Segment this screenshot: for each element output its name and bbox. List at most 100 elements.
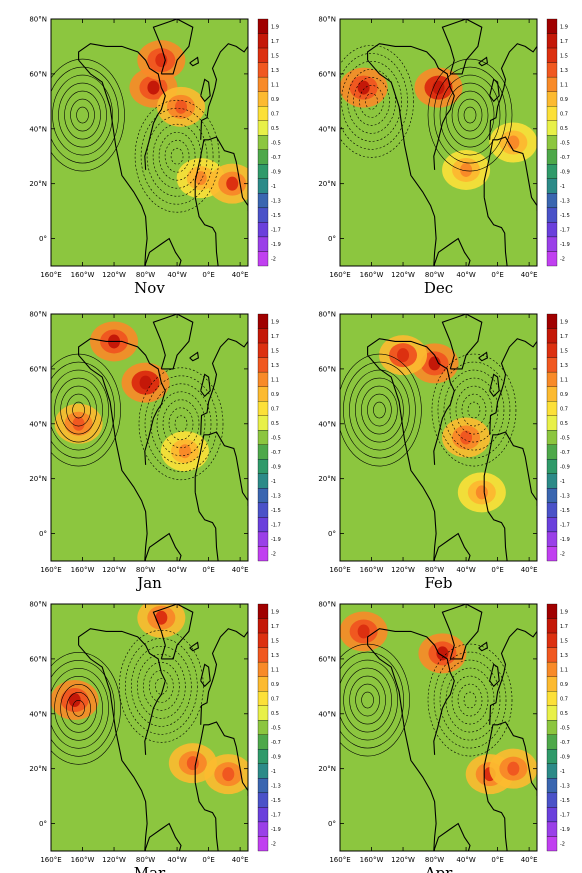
colorbar-label: -0.7	[560, 450, 570, 456]
colorbar-label: 0.7	[271, 111, 279, 117]
colorbar-label: -0.9	[560, 170, 570, 176]
coastline	[441, 604, 483, 660]
contour-negative	[439, 659, 501, 741]
colorbar-swatch	[546, 222, 558, 238]
colorbar-swatch	[257, 415, 269, 431]
contour-negative	[156, 391, 206, 457]
colorbar-swatch	[257, 734, 269, 750]
colorbar-swatch	[546, 76, 558, 92]
coastline	[483, 431, 537, 507]
x-tick-label: 40°W	[167, 856, 186, 864]
colorbar-swatch	[546, 647, 558, 663]
colorbar-swatch	[257, 473, 269, 489]
colorbar: 1.9 1.7 1.5 1.3 1.1 0.9 0.7 0.5 -0.5 -0.7 -0.9 -1 -1…	[546, 18, 570, 267]
x-tick-label: 160°W	[71, 271, 95, 279]
y-tick-label: 60°N	[29, 655, 47, 663]
contour-positive	[349, 675, 386, 725]
contour-positive	[58, 82, 107, 148]
contour-negative	[158, 131, 196, 181]
colorbar-label: 1.9	[271, 609, 279, 615]
colorbar-label: 1.1	[560, 82, 568, 88]
colorbar-swatch	[546, 415, 558, 431]
plot-frame	[339, 603, 538, 852]
coastline	[441, 314, 483, 370]
anomaly-peak	[432, 80, 445, 95]
coastline	[194, 721, 248, 797]
contour-negative	[143, 662, 180, 711]
contour-positive	[349, 369, 410, 451]
colorbar-label: -2	[271, 842, 276, 848]
anomaly-peak	[147, 80, 160, 95]
coastline	[433, 822, 471, 851]
anomaly-peak	[68, 693, 81, 708]
coastline	[489, 628, 537, 725]
contour-positive	[340, 651, 404, 749]
contour-negative	[119, 630, 204, 743]
panel-nov: 160°E 160°W 120°W 80°W 40°W 0°E 40°E 80°N 60°N 40…	[29, 16, 280, 298]
colorbar-label: -1	[560, 184, 565, 190]
anomaly-peak	[72, 416, 85, 431]
contour-positive	[52, 74, 113, 156]
coastline	[194, 136, 248, 212]
x-tick-label: 0°E	[202, 271, 214, 279]
x-tick-label: 0°E	[491, 271, 503, 279]
anomaly-peak	[460, 162, 473, 177]
y-tick-label: 40°N	[318, 710, 336, 718]
colorbar-swatch	[257, 135, 269, 150]
colorbar-label: 1.7	[271, 334, 279, 340]
colorbar-swatch	[257, 18, 269, 34]
colorbar-swatch	[546, 106, 558, 121]
y-tick-label: 80°N	[29, 16, 47, 24]
y-tick-label: 0°	[39, 530, 47, 538]
coastline	[200, 373, 211, 398]
colorbar-swatch	[546, 734, 558, 750]
colorbar-label: -1	[271, 769, 276, 775]
y-tick-label: 40°N	[29, 710, 47, 718]
y-tick-label: 60°N	[318, 365, 336, 373]
coastline	[194, 782, 219, 851]
colorbar-label: 0.5	[560, 421, 568, 427]
contour-positive	[340, 659, 398, 741]
contour-positive	[457, 98, 483, 132]
contour-positive	[66, 393, 91, 427]
contour-negative	[340, 53, 408, 150]
x-tick-label: 120°W	[102, 856, 126, 864]
panel-dec: 160°E 160°W 120°W 80°W 40°W 0°E 40°E 80°N 60°N 40…	[318, 16, 569, 298]
colorbar-label: 0.9	[271, 682, 279, 688]
y-tick-label: 0°	[328, 235, 336, 243]
colorbar-swatch	[546, 676, 558, 692]
colorbar-label: -0.9	[271, 465, 281, 471]
y-tick-label: 20°N	[318, 180, 336, 188]
panel-jan: 160°E 160°W 120°W 80°W 40°W 0°E 40°E 80°N 60°N 40…	[29, 311, 280, 593]
colorbar-label: -0.7	[560, 155, 570, 161]
colorbar-label: -2	[271, 257, 276, 263]
coastline	[152, 314, 194, 370]
contour-negative	[461, 393, 487, 427]
colorbar-label: -2	[271, 552, 276, 558]
x-tick-label: 160°E	[329, 566, 350, 574]
colorbar-label: -1	[271, 184, 276, 190]
colorbar-swatch	[257, 401, 269, 416]
contour-positive	[51, 66, 119, 164]
coastline	[78, 354, 148, 561]
colorbar-label: -0.9	[560, 465, 570, 471]
x-tick-label: 80°W	[425, 271, 444, 279]
colorbar: 1.9 1.7 1.5 1.3 1.1 0.9 0.7 0.5 -0.5 -0.7 -0.9 -1 -1…	[546, 313, 570, 562]
colorbar-swatch	[546, 207, 558, 223]
colorbar-swatch	[257, 120, 269, 136]
y-tick-label: 20°N	[29, 180, 47, 188]
colorbar-swatch	[257, 836, 269, 852]
colorbar-label: -1.7	[560, 228, 570, 234]
colorbar-label: -0.5	[560, 141, 570, 147]
panel-title: Dec	[424, 279, 453, 297]
contour-negative	[131, 646, 192, 727]
y-tick-label: 40°N	[318, 125, 336, 133]
contour-positive	[340, 353, 422, 467]
colorbar-swatch	[546, 33, 558, 49]
contour-positive	[60, 683, 97, 733]
colorbar-swatch	[257, 749, 269, 764]
colorbar-swatch	[257, 62, 269, 78]
coastline	[194, 197, 219, 266]
y-tick-label: 0°	[328, 820, 336, 828]
